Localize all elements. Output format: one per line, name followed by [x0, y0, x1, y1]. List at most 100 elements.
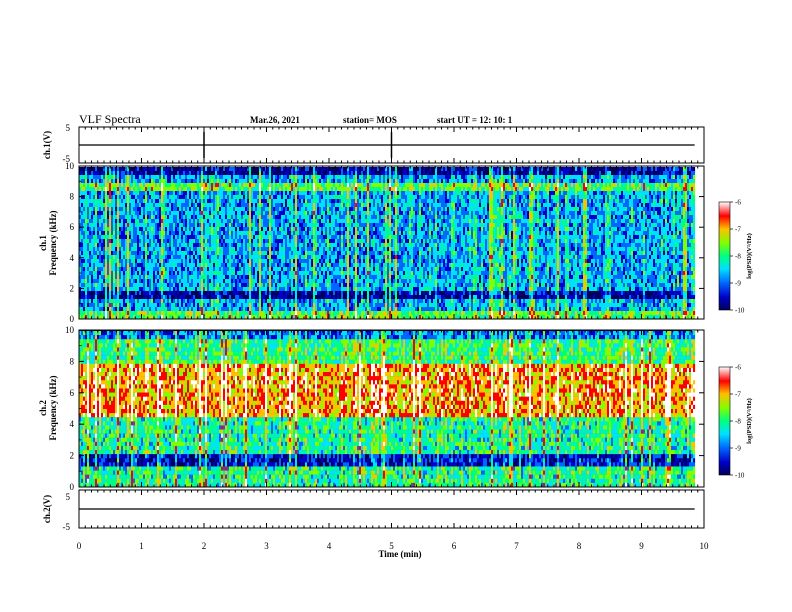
spectrogram-cell: [157, 259, 159, 263]
spectrogram-cell: [91, 187, 93, 191]
spectrogram-cell: [183, 179, 185, 183]
spectrogram-cell: [295, 199, 297, 203]
spectrogram-cell: [251, 283, 253, 287]
spectrogram-cell: [283, 223, 285, 227]
spectrogram-cell: [191, 251, 193, 255]
spectrogram-cell: [317, 195, 319, 199]
spectrogram-cell: [131, 255, 133, 259]
spectrogram-cell: [255, 227, 257, 231]
spectrogram-cell: [235, 227, 237, 231]
spectrogram-cell: [339, 271, 341, 275]
spectrogram-cell: [233, 247, 235, 251]
spectrogram-cell: [111, 171, 113, 175]
spectrogram-cell: [179, 195, 181, 199]
spectrogram-cell: [211, 267, 213, 271]
spectrogram-cell: [161, 283, 163, 287]
spectrogram-cell: [339, 235, 341, 239]
spectrogram-cell: [331, 299, 333, 303]
spectrogram-cell: [219, 243, 221, 247]
spectrogram-cell: [231, 299, 233, 303]
spectrogram-cell: [251, 179, 253, 183]
spectrogram-cell: [111, 307, 113, 311]
spectrogram-cell: [265, 263, 267, 267]
spectrogram-cell: [209, 299, 211, 303]
spectrogram-cell: [261, 299, 263, 303]
spectrogram-cell: [213, 215, 215, 219]
spectrogram-cell: [275, 203, 277, 207]
spectrogram-cell: [303, 303, 305, 307]
spectrogram-cell: [97, 243, 99, 247]
spectrogram-cell: [271, 183, 273, 187]
spectrogram-cell: [301, 275, 303, 279]
spectrogram-cell: [265, 239, 267, 243]
spectrogram-cell: [185, 171, 187, 175]
spectrogram-cell: [113, 227, 115, 231]
spectrogram-cell: [179, 223, 181, 227]
spectrogram-cell: [159, 307, 161, 311]
spectrogram-cell: [267, 183, 269, 187]
spectrogram-cell: [151, 179, 153, 183]
spectrogram-cell: [113, 215, 115, 219]
spectrogram-cell: [171, 291, 173, 295]
spectrogram-cell: [191, 303, 193, 307]
spectrogram-cell: [219, 223, 221, 227]
spectrogram-cell: [231, 275, 233, 279]
spectrogram-cell: [139, 239, 141, 243]
spectrogram-cell: [313, 279, 315, 283]
spectrogram-cell: [189, 239, 191, 243]
spectrogram-cell: [271, 179, 273, 183]
spectrogram-cell: [301, 179, 303, 183]
spectrogram-cell: [181, 283, 183, 287]
spectrogram-cell: [307, 263, 309, 267]
spectrogram-cell: [117, 299, 119, 303]
spectrogram-cell: [95, 239, 97, 243]
spectrogram-cell: [151, 239, 153, 243]
spectrogram-cell: [319, 215, 321, 219]
spectrogram-cell: [191, 179, 193, 183]
spectrogram-cell: [249, 215, 251, 219]
spectrogram-cell: [279, 195, 281, 199]
spectrogram-cell: [321, 207, 323, 211]
spectrogram-cell: [95, 295, 97, 299]
spectrogram-cell: [325, 167, 327, 171]
spectrogram-cell: [195, 271, 197, 275]
spectrogram-cell: [127, 279, 129, 283]
spectrogram-cell: [301, 303, 303, 307]
spectrogram-cell: [159, 223, 161, 227]
spectrogram-cell: [323, 199, 325, 203]
spectrogram-cell: [137, 199, 139, 203]
spectrogram-cell: [117, 287, 119, 291]
spectrogram-cell: [191, 299, 193, 303]
spectrogram-cell: [333, 195, 335, 199]
spectrogram-cell: [105, 263, 107, 267]
spectrogram-cell: [169, 279, 171, 283]
spectrogram-cell: [319, 295, 321, 299]
spectrogram-cell: [321, 199, 323, 203]
spectrogram-cell: [155, 303, 157, 307]
spectrogram-cell: [151, 287, 153, 291]
spectrogram-cell: [121, 275, 123, 279]
spectrogram-cell: [321, 295, 323, 299]
spectrogram-cell: [301, 267, 303, 271]
spectrogram-cell: [111, 263, 113, 267]
spectrogram-cell: [87, 235, 89, 239]
spectrogram-cell: [91, 291, 93, 295]
spectrogram-cell: [169, 215, 171, 219]
spectrogram-cell: [279, 207, 281, 211]
spectrogram-cell: [207, 295, 209, 299]
spectrogram-cell: [89, 199, 91, 203]
spectrogram-cell: [123, 183, 125, 187]
spectrogram-cell: [143, 183, 145, 187]
spectrogram-cell: [309, 267, 311, 271]
spectrogram-cell: [197, 215, 199, 219]
spectrogram-cell: [197, 171, 199, 175]
spectrogram-cell: [185, 195, 187, 199]
spectrogram-cell: [283, 195, 285, 199]
spectrogram-cell: [151, 199, 153, 203]
spectrogram-cell: [145, 223, 147, 227]
spectrogram-cell: [251, 263, 253, 267]
spectrogram-cell: [325, 231, 327, 235]
spectrogram-cell: [321, 227, 323, 231]
spectrogram-cell: [325, 283, 327, 287]
spectrogram-cell: [161, 195, 163, 199]
